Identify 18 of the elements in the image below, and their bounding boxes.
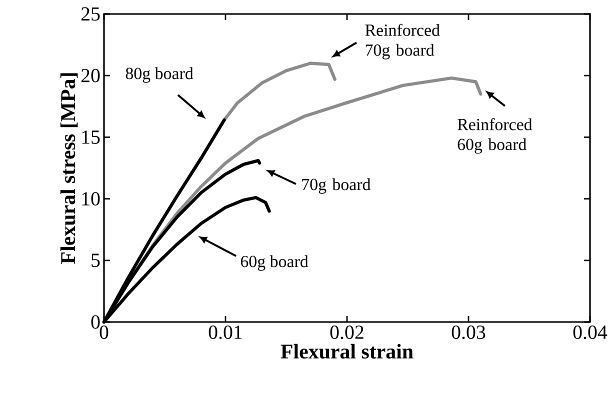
annotation: 80g board: [126, 67, 194, 83]
y-tick-label: 5: [92, 254, 100, 268]
annotation: Reinforced 70g board: [365, 24, 440, 60]
y-tick-label: 0: [91, 315, 100, 329]
x-tick-label: 0.02: [330, 326, 364, 340]
y-axis-title: Flexural stress [MPa]: [60, 73, 78, 264]
annotation: Reinforced 60g board: [458, 118, 532, 154]
x-axis-title: Flexural strain: [280, 344, 414, 359]
x-tick-label: 0.03: [452, 326, 486, 340]
annotation: 70g board: [302, 178, 371, 194]
y-tick-label: 20: [81, 68, 100, 82]
y-tick-label: 15: [82, 130, 100, 144]
x-tick-label: 0: [100, 326, 108, 339]
annotation: 60g board: [240, 255, 308, 271]
x-tick-label: 0.04: [573, 326, 608, 340]
y-tick-label: 25: [81, 7, 100, 21]
x-tick-label: 0.01: [208, 326, 242, 340]
y-tick-label: 10: [82, 192, 100, 206]
